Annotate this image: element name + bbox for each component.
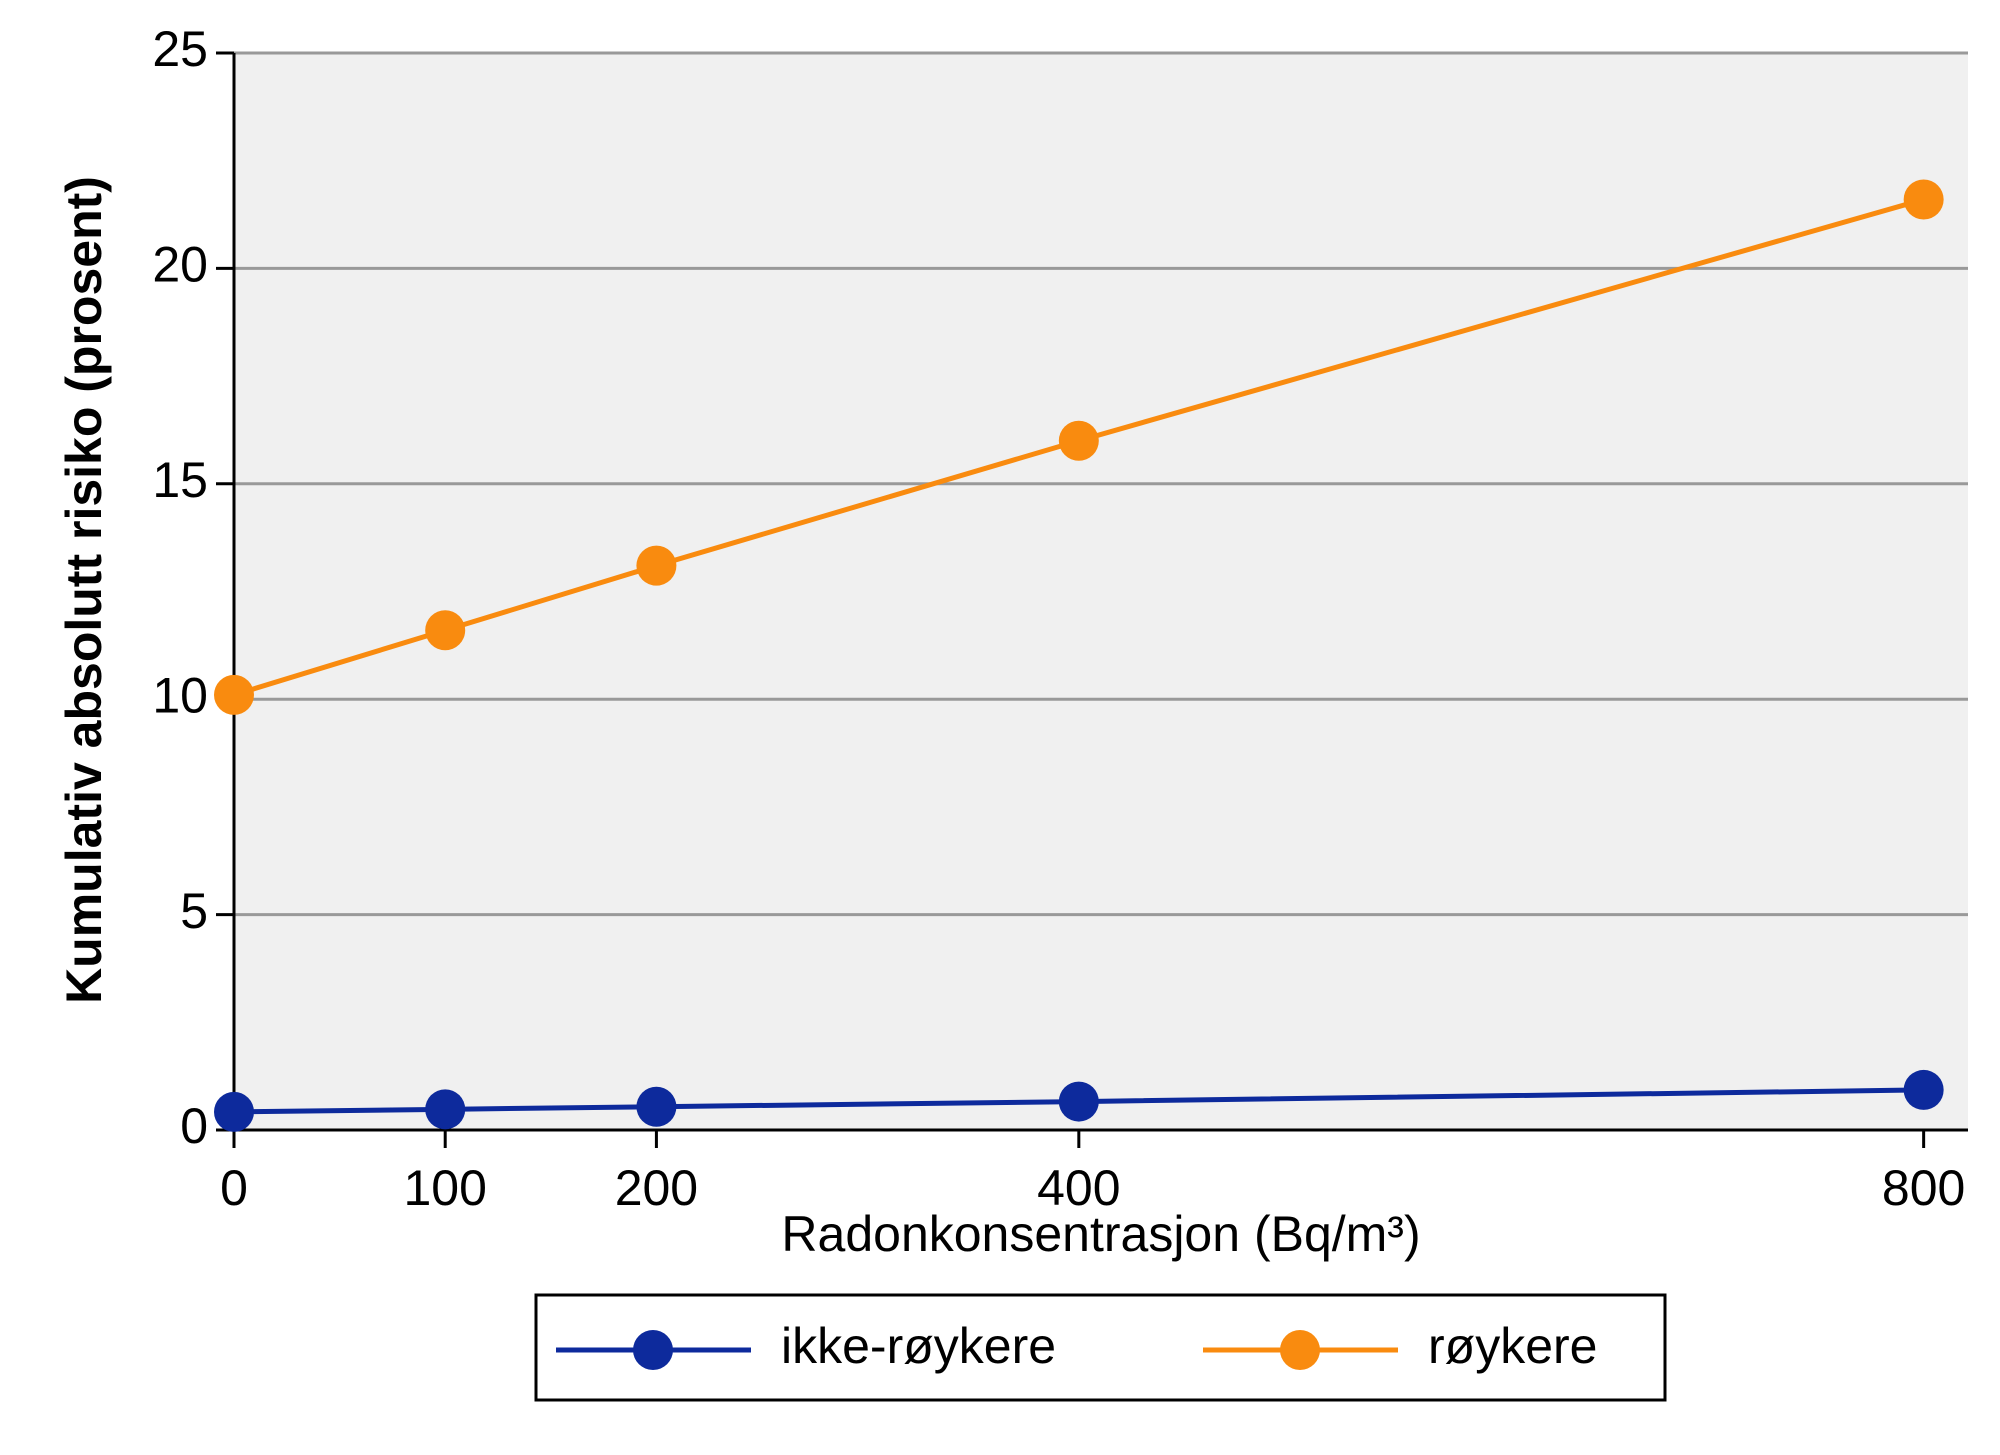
point — [425, 610, 466, 651]
x-tick-label: 0 — [220, 1160, 248, 1216]
x-tick-label: 100 — [403, 1160, 486, 1216]
x-tick-label: 800 — [1882, 1160, 1965, 1216]
plot-background — [234, 53, 1968, 1130]
y-tick-label: 20 — [152, 237, 208, 293]
legend-label: ikke-røykere — [781, 1318, 1056, 1374]
x-tick-label: 200 — [615, 1160, 698, 1216]
y-tick-label: 15 — [152, 452, 208, 508]
y-tick-label: 0 — [180, 1098, 208, 1154]
point — [636, 545, 677, 586]
y-tick-label: 25 — [152, 21, 208, 77]
point — [214, 674, 254, 715]
legend-marker — [633, 1330, 673, 1370]
y-tick-label: 5 — [180, 883, 208, 939]
point — [636, 1086, 677, 1127]
y-axis-label: Kumulativ absolutt risiko (prosent) — [56, 176, 112, 1004]
point — [1058, 420, 1099, 461]
x-tick-label: 400 — [1037, 1160, 1120, 1216]
point — [425, 1089, 466, 1130]
legend-marker — [1280, 1330, 1320, 1370]
point — [214, 1091, 254, 1132]
point — [1903, 179, 1944, 220]
point — [1058, 1081, 1099, 1122]
y-tick-label: 10 — [152, 667, 208, 723]
legend-label: røykere — [1428, 1318, 1597, 1374]
point — [1903, 1069, 1944, 1110]
x-axis-label: Radonkonsentrasjon (Bq/m³) — [781, 1206, 1420, 1262]
